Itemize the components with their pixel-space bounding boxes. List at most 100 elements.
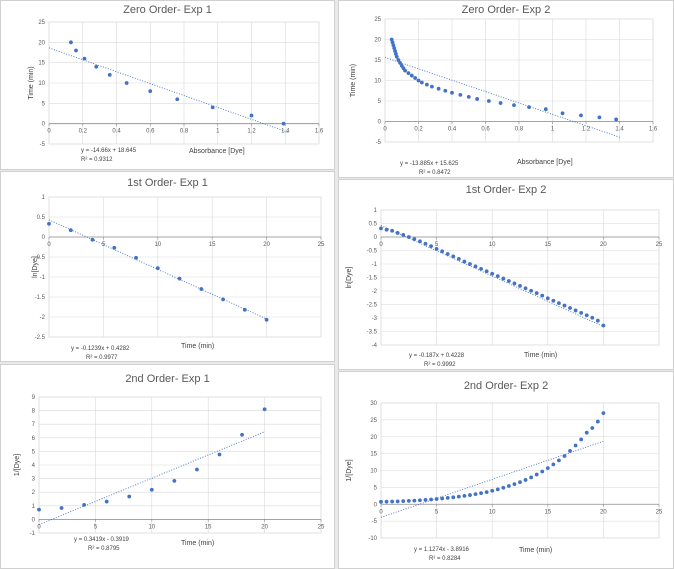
data-point: [69, 40, 73, 45]
data-point: [379, 499, 383, 504]
y-tick-label: 9: [32, 395, 36, 401]
x-axis-label: Time (min): [181, 540, 214, 547]
data-point: [148, 89, 153, 94]
data-point: [264, 317, 269, 322]
data-point: [540, 293, 545, 298]
data-point: [424, 82, 429, 87]
data-point: [512, 482, 517, 487]
y-tick-label: 0.5: [369, 222, 378, 228]
chart-svg: 1st Order- Exp 1-2.5-2-1.5-1-0.500.51051…: [32, 177, 325, 361]
data-point: [199, 287, 204, 291]
y-tick-label: 15: [370, 452, 377, 458]
data-point: [484, 490, 489, 494]
x-tick-label: 1.6: [649, 127, 658, 133]
y-tick-label: -1: [372, 262, 378, 268]
data-point: [398, 60, 402, 65]
data-point: [149, 487, 154, 492]
data-point: [401, 232, 406, 237]
data-point: [473, 492, 478, 497]
data-point: [440, 496, 445, 501]
data-point: [240, 432, 244, 437]
data-point: [601, 323, 606, 328]
data-point: [498, 101, 503, 105]
data-point: [413, 76, 418, 80]
data-point: [416, 78, 421, 83]
trendline: [380, 225, 604, 327]
trendline-equation: y = -14.66x + 18.645: [81, 148, 137, 154]
trendline: [48, 47, 288, 133]
trendline-equation: y = 0.3419x - 0.3919: [74, 537, 130, 543]
y-tick-label: -2.5: [367, 303, 378, 309]
x-tick-label: 0: [47, 242, 51, 248]
data-point: [456, 256, 461, 261]
y-tick-label: -3: [372, 316, 378, 322]
data-point: [429, 497, 433, 502]
data-point: [112, 245, 117, 250]
y-tick-label: 10: [370, 469, 377, 475]
data-point: [210, 105, 215, 110]
data-point: [479, 491, 483, 496]
x-tick-label: 10: [148, 524, 155, 530]
x-tick-label: 1: [551, 127, 555, 133]
y-tick-label: 0: [32, 517, 36, 523]
plot-area: [48, 21, 320, 145]
x-tick-label: 10: [489, 509, 496, 515]
data-point: [47, 221, 51, 226]
data-point: [195, 467, 199, 472]
data-point: [406, 498, 411, 503]
chart-title: Zero Order- Exp 1: [123, 4, 212, 16]
plot-area: [380, 402, 660, 539]
y-tick-label: 0: [42, 122, 46, 128]
x-axis-label: Absorbance [Dye]: [517, 159, 573, 166]
trendline-equation: y = -0.1239x + 0.4282: [71, 346, 130, 352]
y-tick-label: -1.5: [35, 295, 46, 301]
data-point: [177, 276, 182, 281]
y-tick-label: -4: [372, 343, 378, 349]
data-point: [249, 113, 254, 118]
data-point: [573, 443, 578, 448]
y-tick-label: 25: [38, 20, 45, 26]
data-point: [518, 480, 522, 485]
y-axis-label: 1/[Dye]: [14, 454, 21, 476]
x-tick-label: 20: [263, 242, 270, 248]
data-point: [451, 254, 456, 259]
data-point: [390, 228, 395, 233]
data-point: [396, 58, 401, 62]
y-axis-label: 1/[Dye]: [346, 459, 353, 481]
y-tick-label: 20: [374, 38, 381, 44]
data-point: [584, 313, 589, 318]
y-tick-label: 15: [374, 58, 381, 64]
data-point: [523, 286, 528, 291]
chart-first-order-exp1: 1st Order- Exp 1-2.5-2-1.5-1-0.500.51051…: [0, 171, 335, 362]
data-point: [221, 297, 225, 302]
data-point: [68, 228, 73, 233]
data-point: [384, 499, 389, 504]
trendline-equation: y = -13.885x + 15.625: [400, 161, 459, 167]
x-tick-label: 15: [544, 242, 551, 248]
y-tick-label: 20: [38, 40, 45, 46]
x-tick-label: 5: [94, 524, 98, 530]
data-point: [551, 462, 556, 467]
data-point: [512, 281, 517, 286]
data-point: [37, 507, 41, 512]
data-point: [395, 499, 400, 504]
chart-title: 2nd Order- Exp 1: [125, 373, 209, 385]
data-point: [389, 37, 394, 42]
data-point: [584, 430, 589, 435]
x-axis-label: Absorbance [Dye]: [189, 148, 245, 155]
trendline: [384, 57, 621, 138]
data-point: [94, 64, 99, 69]
y-tick-label: 0: [378, 120, 382, 126]
data-point: [545, 466, 550, 471]
data-point: [462, 493, 467, 498]
data-point: [545, 296, 550, 301]
y-tick-label: 8: [32, 409, 36, 415]
data-point: [590, 426, 595, 430]
data-point: [124, 81, 129, 85]
y-tick-label: -1: [30, 531, 36, 537]
y-axis-label: ln[Dye]: [32, 256, 39, 278]
data-point: [590, 315, 595, 320]
x-tick-label: 0: [379, 509, 383, 515]
